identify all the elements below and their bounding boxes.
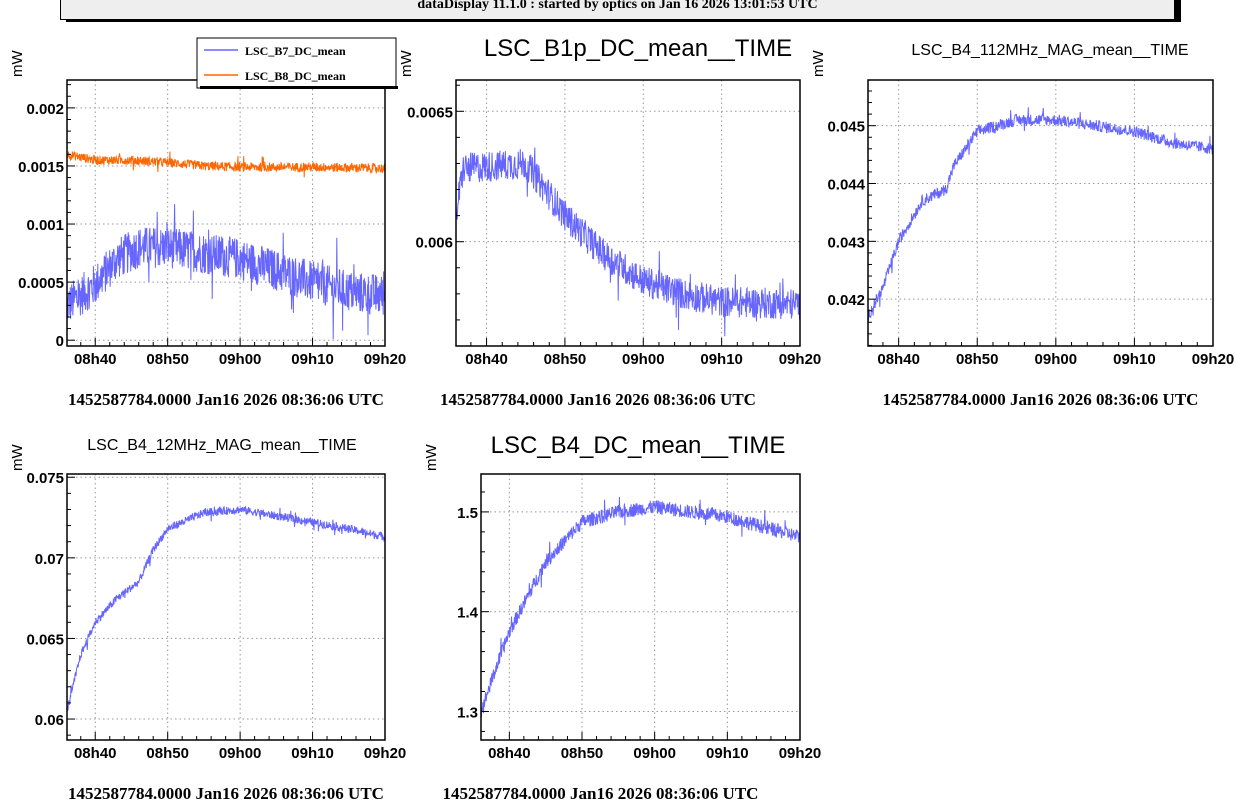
y-tick-label: 0.001	[26, 217, 64, 234]
x-tick-label: 09h20	[779, 351, 822, 368]
legend-shadow	[200, 86, 398, 89]
x-tick-label: 09h20	[364, 745, 407, 762]
y-tick-label: 0.07	[35, 551, 64, 568]
x-tick-label: 09h10	[700, 351, 743, 368]
time-offset-footer: 1452587784.0000 Jan16 2026 08:36:06 UTC	[440, 390, 756, 409]
legend-label: LSC_B7_DC_mean	[245, 44, 346, 58]
plot-panel-5: LSC_B4_DC_mean__TIME mW 08h40 08h50 09h00 09h…	[423, 432, 821, 803]
plot-title: LSC_B4_12MHz_MAG_mean__TIME	[87, 437, 356, 454]
y-tick-label: 0.002	[26, 101, 64, 118]
time-offset-footer: 1452587784.0000 Jan16 2026 08:36:06 UTC	[68, 784, 384, 803]
series-line-lsc-b4-dc-mean	[480, 496, 801, 718]
y-axis-label: mW	[423, 444, 440, 471]
series-line-lsc-b7-dc-mean	[66, 203, 386, 340]
x-tick-label: 09h10	[291, 745, 334, 762]
series-line-lsc-b4-12mhz-mag-mean	[66, 505, 386, 712]
plot-title: LSC_B4_DC_mean__TIME	[491, 432, 786, 459]
header-title: dataDisplay 11.1.0 : started by optics o…	[417, 0, 818, 12]
y-tick-label: 0.045	[827, 119, 865, 136]
plot-panel-3: LSC_B4_112MHz_MAG_mean__TIME mW 08h40 08h50…	[810, 42, 1234, 409]
y-tick-label: 0.0005	[18, 275, 64, 292]
plot-panel-2: LSC_B1p_DC_mean__TIME mW 08h40 08h50 09h00 09…	[398, 35, 821, 409]
y-axis-label: mW	[810, 50, 827, 77]
plot-panel-1: mW 08h40 08h50 09h00 09h10 09h20 0 0.0005 0.001 0…	[9, 37, 407, 409]
y-tick-label: 0.06	[35, 712, 64, 729]
plot-title: LSC_B1p_DC_mean__TIME	[484, 35, 792, 62]
x-tick-label: 08h40	[877, 351, 920, 368]
x-tick-label: 09h20	[1192, 351, 1235, 368]
x-tick-label: 09h10	[706, 745, 749, 762]
series-line-lsc-b1p-dc-mean	[455, 147, 801, 337]
header-bar: dataDisplay 11.1.0 : started by optics o…	[60, 0, 1175, 20]
plot-panel-4: LSC_B4_12MHz_MAG_mean__TIME mW 08h40 08h50 0…	[9, 437, 406, 803]
x-tick-label: 08h50	[956, 351, 999, 368]
y-tick-label: 1.5	[457, 505, 478, 522]
x-tick-label: 08h40	[74, 351, 117, 368]
time-offset-footer: 1452587784.0000 Jan16 2026 08:36:06 UTC	[883, 390, 1199, 409]
x-tick-label: 08h50	[544, 351, 587, 368]
time-offset-footer: 1452587784.0000 Jan16 2026 08:36:06 UTC	[68, 390, 384, 409]
y-tick-label: 0.065	[26, 631, 64, 648]
legend-box	[196, 37, 397, 89]
y-tick-label: 1.4	[457, 605, 479, 622]
y-tick-label: 0.042	[827, 292, 865, 309]
x-tick-label: 09h10	[291, 351, 334, 368]
plot-title: LSC_B4_112MHz_MAG_mean__TIME	[911, 42, 1188, 59]
x-tick-label: 09h00	[219, 745, 262, 762]
x-tick-label: 08h40	[74, 745, 117, 762]
series-line-lsc-b4-112mhz-mag-mean	[867, 107, 1214, 322]
x-tick-label: 09h00	[219, 351, 262, 368]
x-tick-label: 08h40	[465, 351, 508, 368]
y-axis-label: mW	[9, 444, 26, 471]
x-tick-label: 09h20	[779, 745, 822, 762]
x-tick-label: 09h00	[1035, 351, 1078, 368]
x-tick-label: 08h50	[561, 745, 604, 762]
legend: LSC_B7_DC_mean LSC_B8_DC_mean	[196, 37, 398, 89]
y-axis-label: mW	[9, 50, 26, 77]
legend-label: LSC_B8_DC_mean	[245, 69, 346, 83]
y-tick-label: 0.043	[827, 234, 865, 251]
x-tick-label: 09h10	[1113, 351, 1156, 368]
x-tick-label: 08h50	[146, 351, 189, 368]
y-tick-label: 1.3	[457, 704, 478, 721]
time-offset-footer: 1452587784.0000 Jan16 2026 08:36:06 UTC	[443, 784, 759, 803]
y-tick-label: 0.075	[26, 470, 64, 487]
y-tick-label: 0	[56, 333, 64, 350]
y-tick-label: 0.0065	[407, 104, 453, 121]
series-line-lsc-b8-dc-mean	[66, 151, 386, 178]
x-tick-label: 08h50	[146, 745, 189, 762]
y-tick-label: 0.0015	[18, 159, 64, 176]
x-tick-label: 09h20	[364, 351, 407, 368]
y-axis-label: mW	[398, 50, 415, 77]
x-tick-label: 09h00	[633, 745, 676, 762]
x-tick-label: 09h00	[622, 351, 665, 368]
y-tick-label: 0.006	[415, 235, 453, 252]
y-tick-label: 0.044	[827, 177, 865, 194]
plot-frame	[66, 79, 386, 347]
x-tick-label: 08h40	[488, 745, 531, 762]
